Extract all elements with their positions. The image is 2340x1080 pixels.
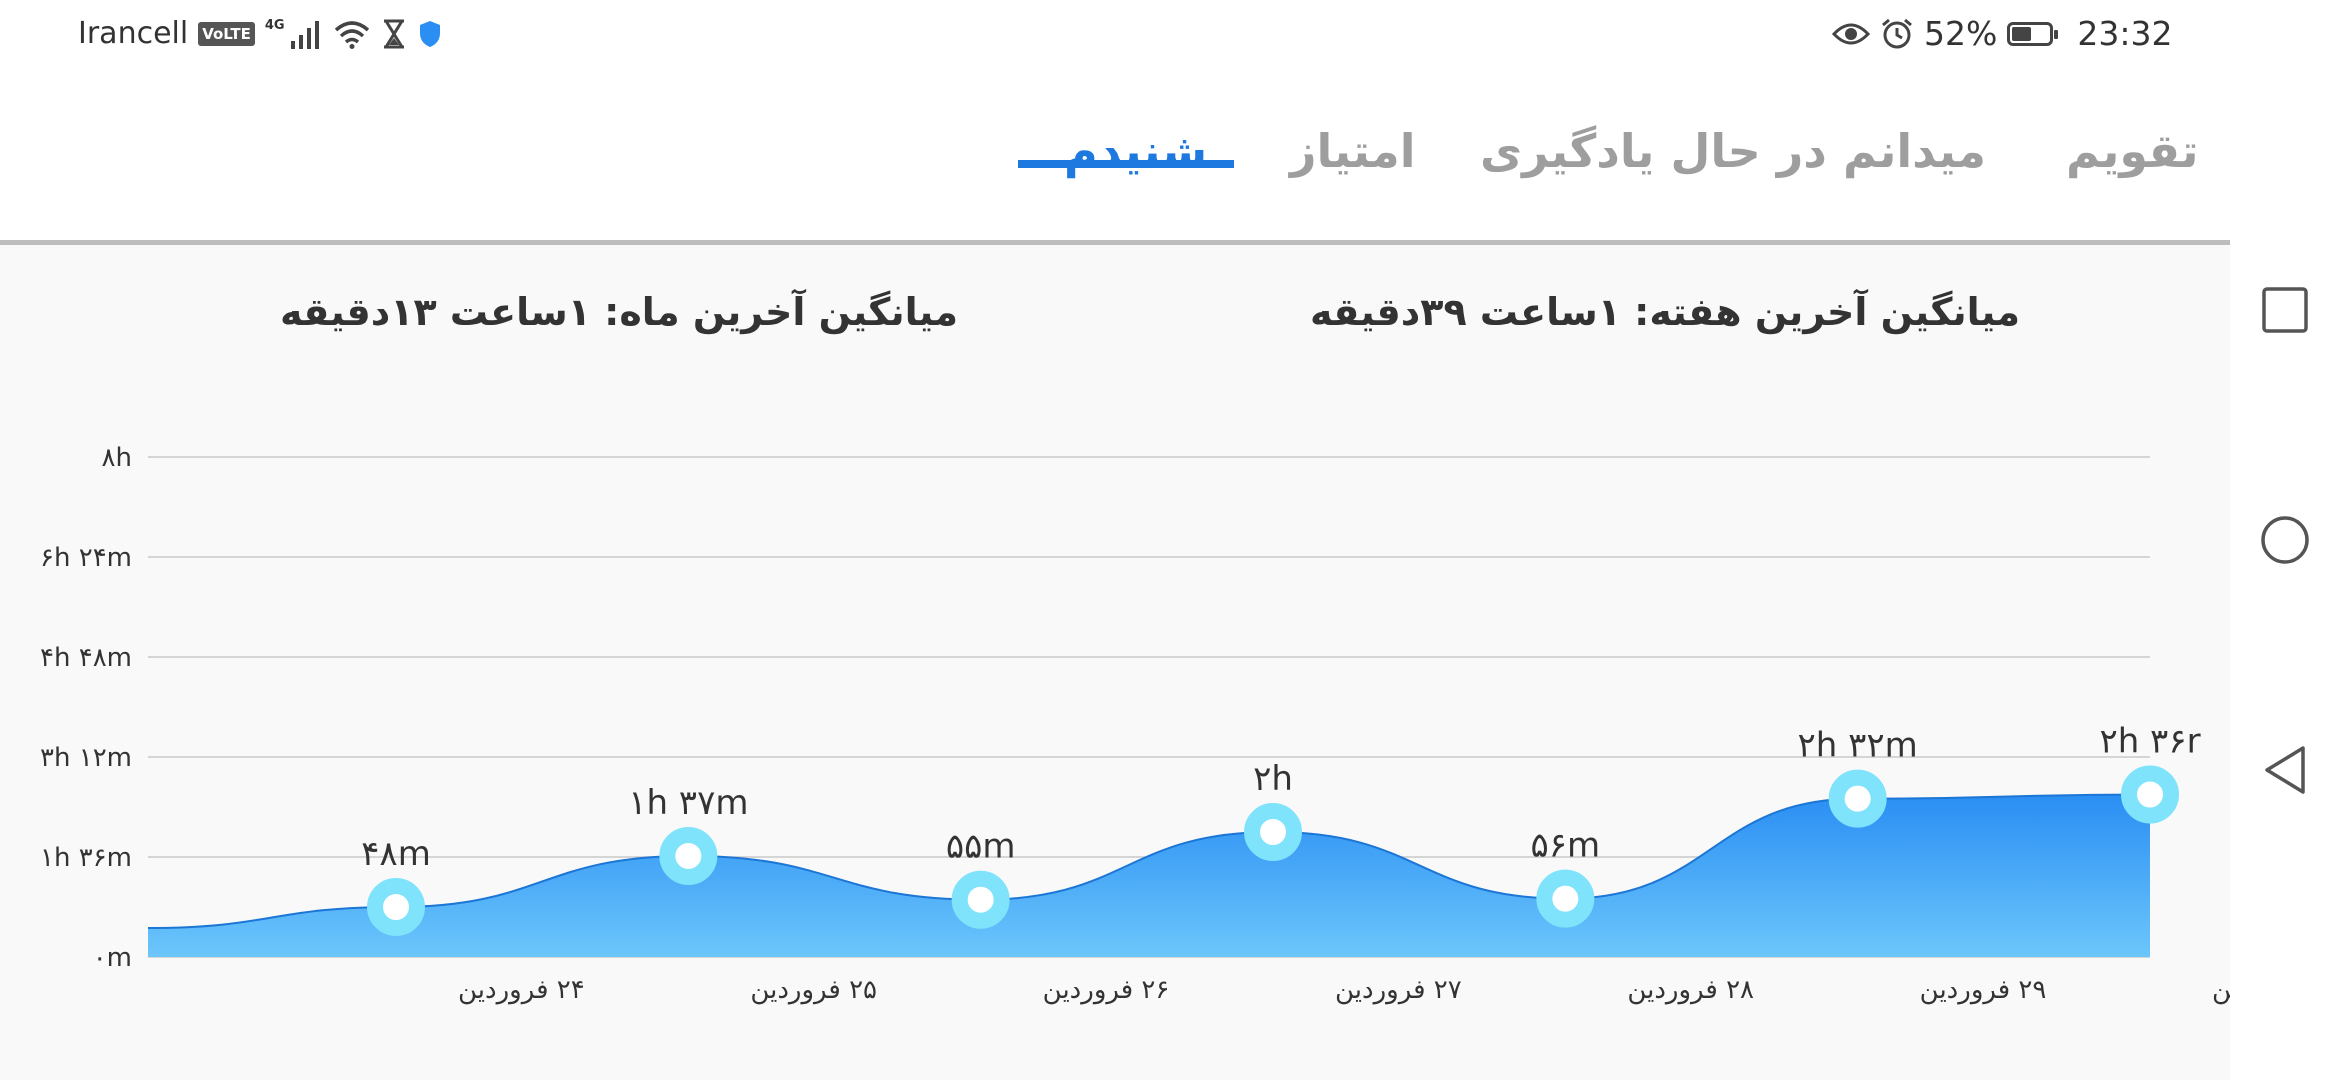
data-label: ۲h ۳۶r xyxy=(2099,722,2200,762)
tab-calendar[interactable]: تقویم xyxy=(2066,124,2199,178)
carrier-name: Irancell xyxy=(78,16,189,51)
x-tick-label: ۲۹ فروردین xyxy=(1920,975,2047,1005)
x-tick-label: ۲۷ فروردین xyxy=(1335,975,1462,1005)
data-label: ۴۸m xyxy=(361,834,431,874)
x-tick-label: ۲۴ فروردین xyxy=(458,975,585,1005)
data-label: ۵۵m xyxy=(946,827,1016,867)
recent-apps-icon[interactable] xyxy=(2255,280,2315,340)
y-tick-label: ۱h ۳۶m xyxy=(40,843,132,873)
y-tick-label: ۶h ۲۴m xyxy=(40,543,132,573)
data-label: ۲h xyxy=(1253,759,1293,799)
data-point xyxy=(659,826,718,885)
x-tick-label: ۲۶ فروردین xyxy=(1043,975,1170,1005)
tab-heard[interactable]: شنیدم xyxy=(1064,124,1208,178)
data-point xyxy=(1536,869,1595,928)
shield-icon xyxy=(419,20,440,47)
network-type: 4G xyxy=(264,18,285,33)
tab-score[interactable]: امتیاز xyxy=(1290,124,1416,178)
monthly-average: میانگین آخرین ماه: ۱ساعت ۱۳دقیقه xyxy=(280,290,958,334)
data-point xyxy=(1244,803,1302,861)
status-bar: Irancell VoLTE 4G xyxy=(0,0,2230,72)
x-tick-label: ۲۸ فروردین xyxy=(1627,975,1754,1005)
y-tick-label: ۳h ۱۲m xyxy=(40,743,132,773)
tab-learning[interactable]: در حال یادگیری xyxy=(1480,124,1827,178)
volte-icon: VoLTE xyxy=(198,21,255,46)
y-tick-label: ۴h ۴۸m xyxy=(40,643,132,673)
tab-bar: تقویم میدانم در حال یادگیری امتیاز شنیدم xyxy=(0,72,2230,244)
alarm-icon xyxy=(1882,18,1912,48)
data-label: ۲h ۳۲m xyxy=(1798,726,1918,766)
navigation-bar xyxy=(2230,0,2340,1080)
back-icon[interactable] xyxy=(2255,740,2315,800)
listening-chart: ۰m ۱h ۳۶m ۳h ۱۲m ۴h ۴۸m ۶h ۲۴m ۸h ۴۸m ۲۴ فرورد… xyxy=(40,443,2230,1005)
battery-icon xyxy=(2007,21,2059,46)
data-label: ۱h ۳۷m xyxy=(628,783,748,823)
signal-icon xyxy=(290,20,319,49)
weekly-average: میانگین آخرین هفته: ۱ساعت ۳۹دقیقه xyxy=(1310,290,2020,334)
battery-percent: 52% xyxy=(1924,14,1998,53)
wifi-icon xyxy=(334,20,369,49)
status-right: 52% 23:32 xyxy=(1832,14,2172,53)
y-tick-label: ۰m xyxy=(93,943,132,973)
data-point xyxy=(1828,769,1887,828)
chart-line xyxy=(147,793,2151,929)
x-tick-label: ۲۵ فروردین xyxy=(750,975,877,1005)
status-left: Irancell VoLTE 4G xyxy=(78,16,443,51)
tab-known[interactable]: میدانم xyxy=(1843,124,1986,178)
hourglass-icon xyxy=(383,19,404,48)
chart-area xyxy=(148,794,2150,957)
eye-icon xyxy=(1832,23,1870,44)
data-label: ۵۶m xyxy=(1531,826,1601,866)
data-point xyxy=(2121,765,2179,824)
data-point xyxy=(951,870,1010,929)
clock: 23:32 xyxy=(2077,14,2173,53)
tab-indicator xyxy=(1018,160,1234,168)
tab-divider xyxy=(0,240,2230,245)
battery-level xyxy=(2012,26,2032,41)
y-tick-label: ۸h xyxy=(102,443,132,473)
x-tick-label: ۳۰ فروردین xyxy=(2212,975,2230,1005)
home-icon[interactable] xyxy=(2255,510,2315,570)
data-point xyxy=(367,878,425,936)
